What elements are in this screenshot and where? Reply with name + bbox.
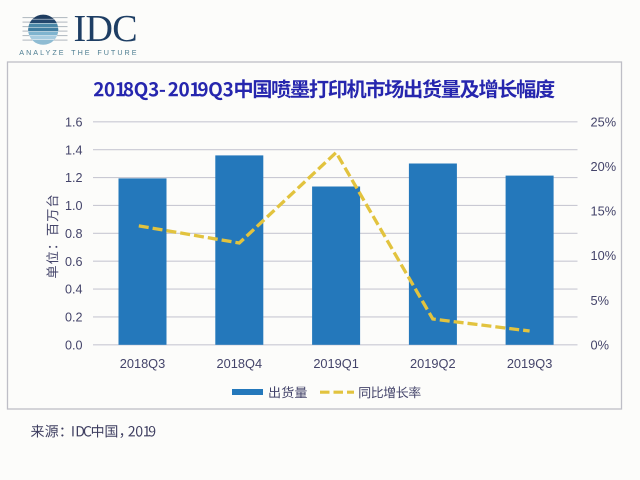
svg-text:1.0: 1.0: [65, 199, 83, 213]
svg-text:20%: 20%: [591, 159, 617, 174]
svg-text:10%: 10%: [591, 248, 617, 263]
svg-text:2019Q2: 2019Q2: [410, 356, 456, 371]
svg-text:ANALYZE THE FUTURE: ANALYZE THE FUTURE: [19, 48, 138, 57]
svg-text:2018Q4: 2018Q4: [217, 356, 263, 371]
svg-text:2018Q3: 2018Q3: [120, 356, 166, 371]
svg-text:25%: 25%: [591, 114, 617, 129]
svg-text:0.2: 0.2: [65, 311, 83, 325]
svg-text:0.8: 0.8: [65, 227, 83, 241]
svg-text:0%: 0%: [591, 337, 610, 352]
svg-text:1.4: 1.4: [65, 143, 83, 157]
svg-text:15%: 15%: [591, 204, 617, 219]
svg-text:1.6: 1.6: [65, 115, 83, 129]
svg-text:1.2: 1.2: [65, 171, 83, 185]
svg-text:5%: 5%: [591, 293, 610, 308]
svg-text:0.4: 0.4: [65, 283, 83, 297]
svg-text:IDC: IDC: [74, 8, 137, 50]
svg-text:2019Q3: 2019Q3: [507, 356, 553, 371]
svg-text:0.0: 0.0: [65, 338, 83, 352]
svg-text:2019Q1: 2019Q1: [313, 356, 359, 371]
svg-text:0.6: 0.6: [65, 255, 83, 269]
